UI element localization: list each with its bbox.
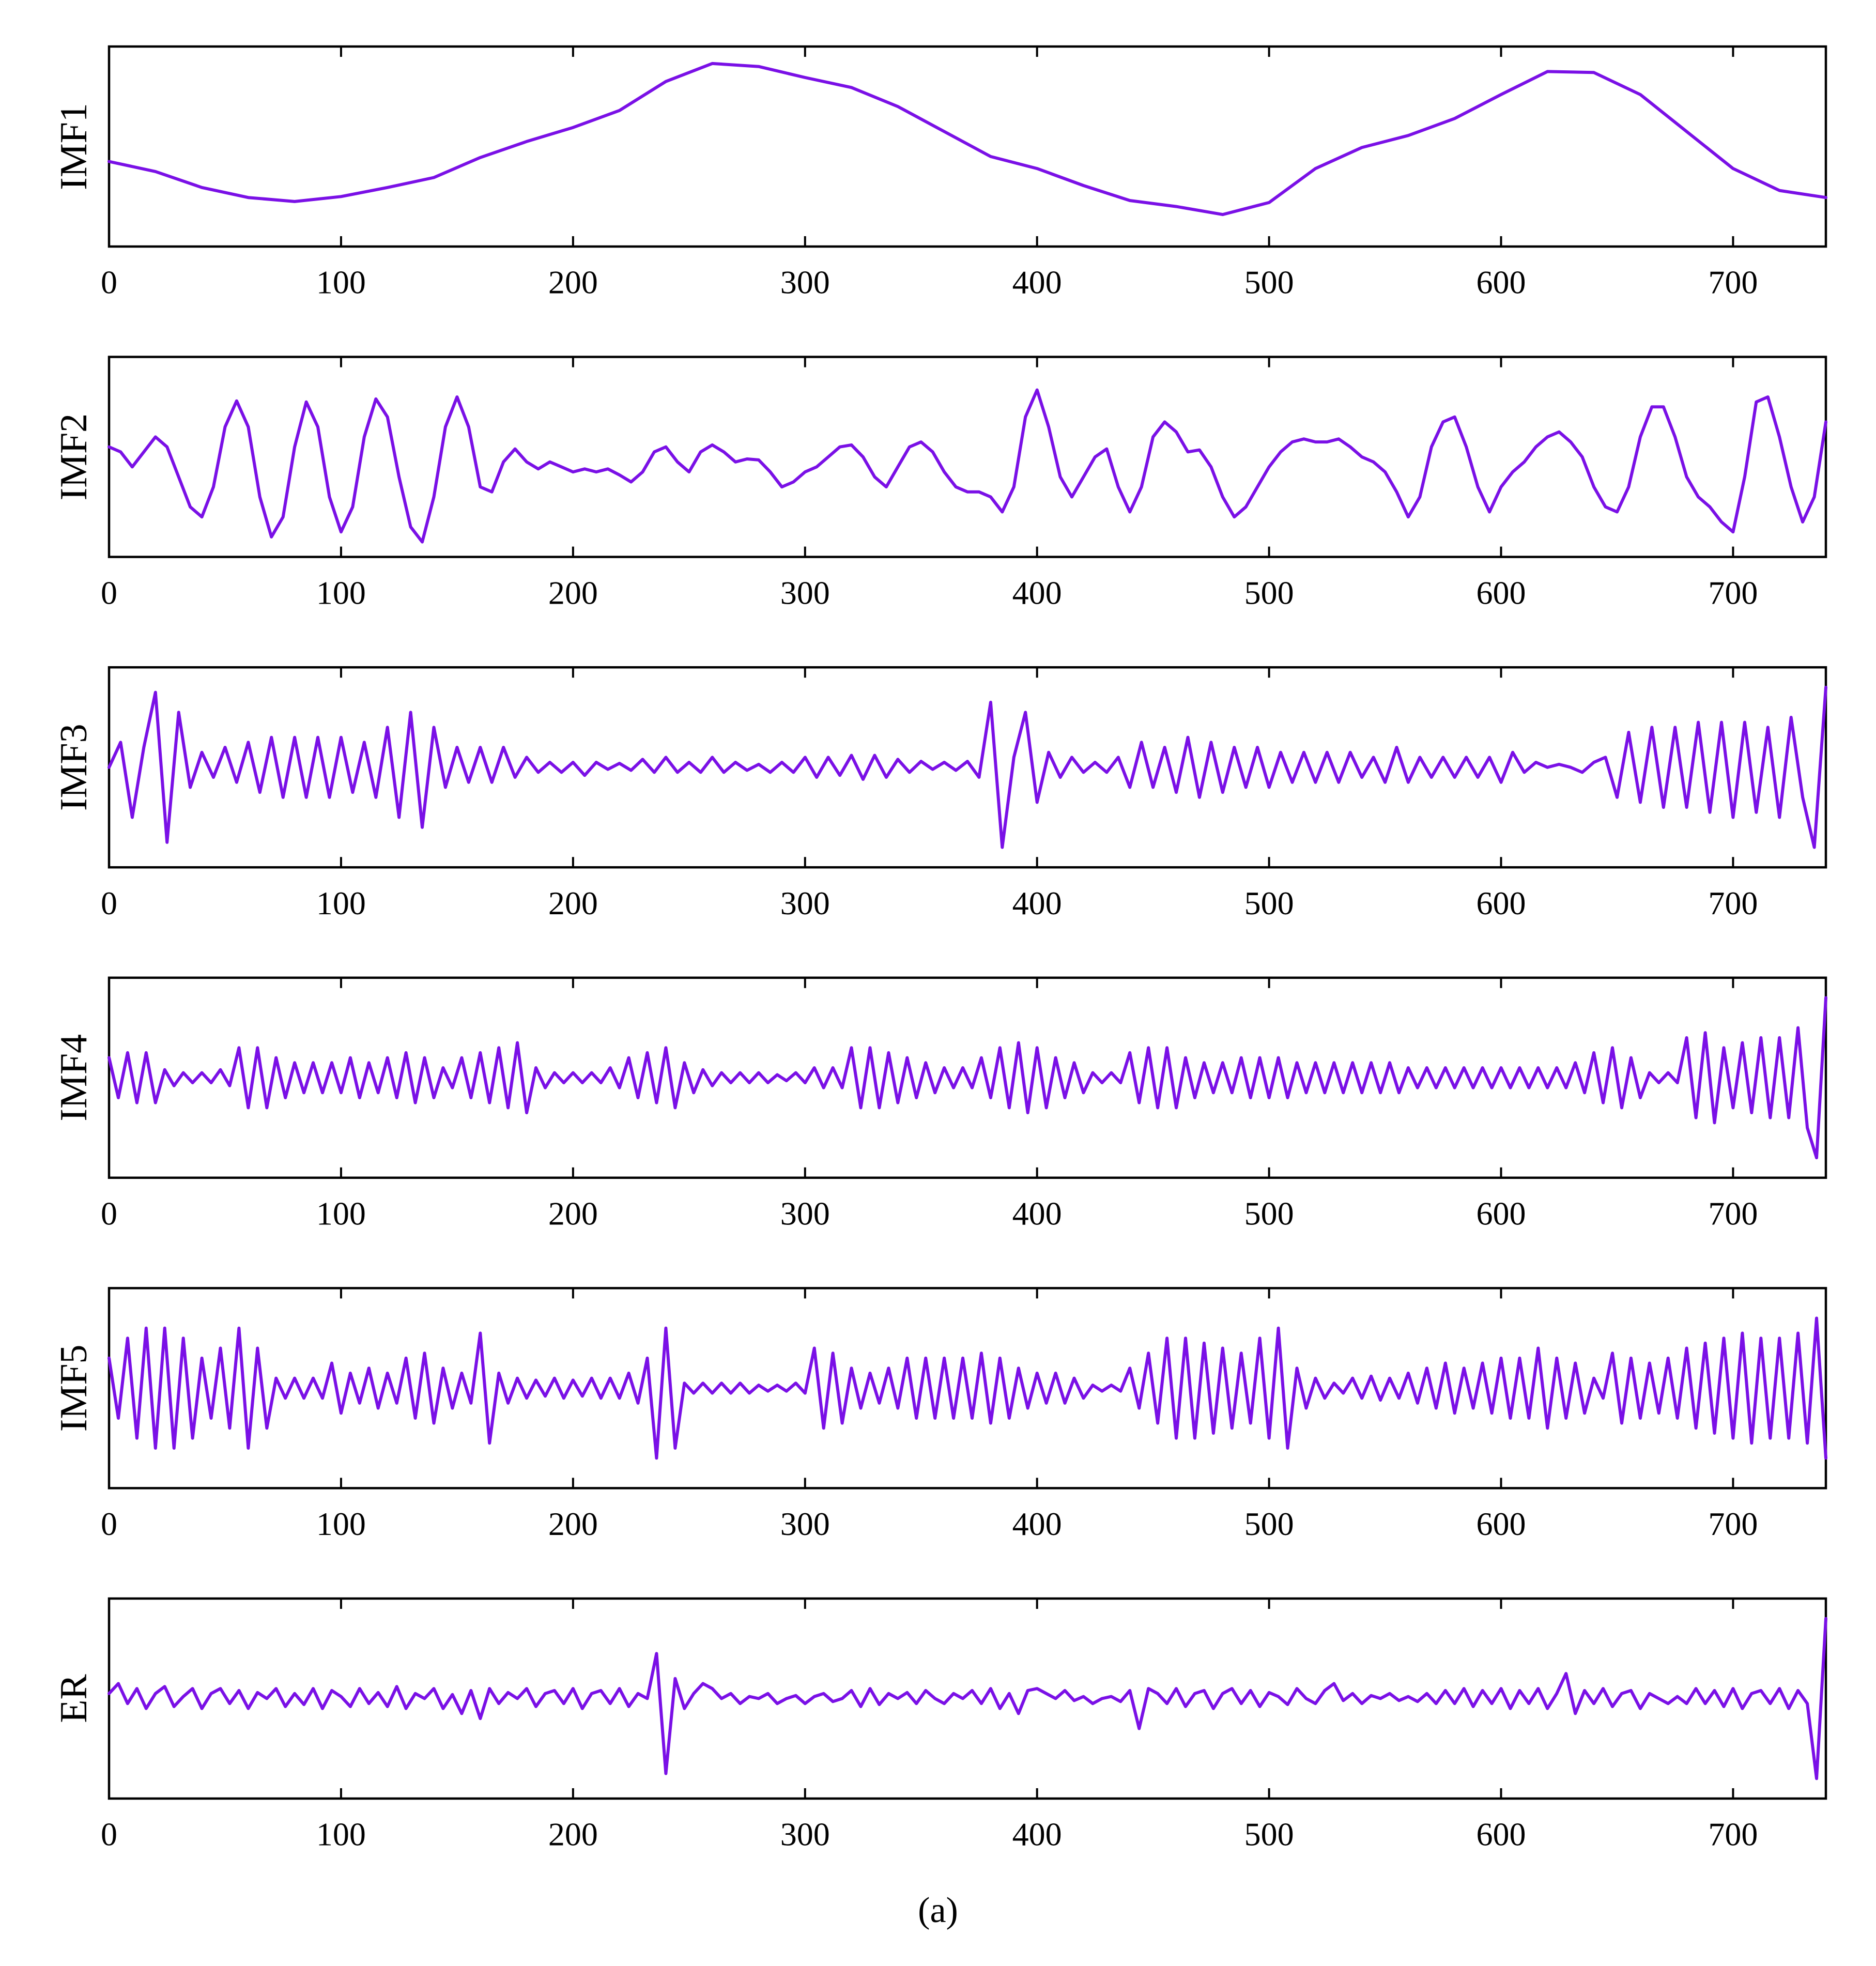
x-tick-label: 0 bbox=[101, 574, 117, 611]
x-tick-label: 200 bbox=[548, 264, 598, 301]
y-axis-label: IMF5 bbox=[53, 1345, 95, 1432]
x-tick-label: 700 bbox=[1708, 1195, 1758, 1232]
x-tick-label: 500 bbox=[1244, 1816, 1294, 1853]
x-tick-label: 400 bbox=[1012, 1506, 1062, 1542]
x-tick-label: 700 bbox=[1708, 1506, 1758, 1542]
x-tick-label: 600 bbox=[1477, 264, 1526, 301]
x-tick-label: 600 bbox=[1477, 574, 1526, 611]
x-tick-label: 300 bbox=[780, 1816, 830, 1853]
x-tick-label: 100 bbox=[316, 574, 366, 611]
x-tick-label: 100 bbox=[316, 885, 366, 921]
signal-line bbox=[107, 996, 1827, 1160]
x-tick-label: 0 bbox=[101, 1195, 117, 1232]
x-tick-label: 0 bbox=[101, 264, 117, 301]
x-tick-label: 500 bbox=[1244, 574, 1294, 611]
signal-line bbox=[107, 1617, 1827, 1780]
signal-line bbox=[107, 62, 1827, 217]
plot-frame bbox=[107, 976, 1827, 1179]
signal-line bbox=[107, 1316, 1827, 1460]
x-tick-label: 500 bbox=[1244, 885, 1294, 921]
x-tick-label: 300 bbox=[780, 1506, 830, 1542]
figure-caption: (a) bbox=[918, 1891, 958, 1930]
x-tick-label: 0 bbox=[101, 885, 117, 921]
x-tick-label: 100 bbox=[316, 264, 366, 301]
x-tick-label: 300 bbox=[780, 264, 830, 301]
x-tick-label: 300 bbox=[780, 1195, 830, 1232]
y-axis-label: IMF3 bbox=[53, 724, 95, 811]
signal-line bbox=[107, 388, 1827, 544]
y-axis-label: ER bbox=[53, 1674, 95, 1723]
plot-frame bbox=[107, 356, 1827, 558]
x-tick-label: 400 bbox=[1012, 1195, 1062, 1232]
x-tick-label: 600 bbox=[1477, 885, 1526, 921]
x-tick-label: 200 bbox=[548, 1195, 598, 1232]
x-tick-label: 700 bbox=[1708, 885, 1758, 921]
x-tick-label: 600 bbox=[1477, 1506, 1526, 1542]
plot-frame bbox=[107, 45, 1827, 248]
x-tick-label: 400 bbox=[1012, 574, 1062, 611]
x-tick-label: 400 bbox=[1012, 885, 1062, 921]
x-tick-label: 700 bbox=[1708, 574, 1758, 611]
x-tick-label: 100 bbox=[316, 1506, 366, 1542]
x-tick-label: 500 bbox=[1244, 1506, 1294, 1542]
x-tick-label: 700 bbox=[1708, 264, 1758, 301]
x-tick-label: 600 bbox=[1477, 1195, 1526, 1232]
y-axis-label: IMF4 bbox=[53, 1034, 95, 1122]
y-axis-label: IMF1 bbox=[53, 103, 95, 190]
x-tick-label: 0 bbox=[101, 1506, 117, 1542]
x-tick-label: 400 bbox=[1012, 1816, 1062, 1853]
plot-frame bbox=[107, 1597, 1827, 1800]
x-tick-label: 600 bbox=[1477, 1816, 1526, 1853]
x-tick-label: 500 bbox=[1244, 264, 1294, 301]
plot-frame bbox=[107, 1287, 1827, 1489]
x-tick-label: 300 bbox=[780, 885, 830, 921]
x-tick-label: 100 bbox=[316, 1195, 366, 1232]
x-tick-label: 500 bbox=[1244, 1195, 1294, 1232]
x-tick-label: 400 bbox=[1012, 264, 1062, 301]
x-tick-label: 300 bbox=[780, 574, 830, 611]
x-tick-label: 200 bbox=[548, 1816, 598, 1853]
x-tick-label: 700 bbox=[1708, 1816, 1758, 1853]
y-axis-label: IMF2 bbox=[53, 413, 95, 501]
signal-line bbox=[107, 685, 1827, 849]
x-tick-label: 100 bbox=[316, 1816, 366, 1853]
x-tick-label: 200 bbox=[548, 574, 598, 611]
x-tick-label: 200 bbox=[548, 885, 598, 921]
x-tick-label: 0 bbox=[101, 1816, 117, 1853]
x-tick-label: 200 bbox=[548, 1506, 598, 1542]
